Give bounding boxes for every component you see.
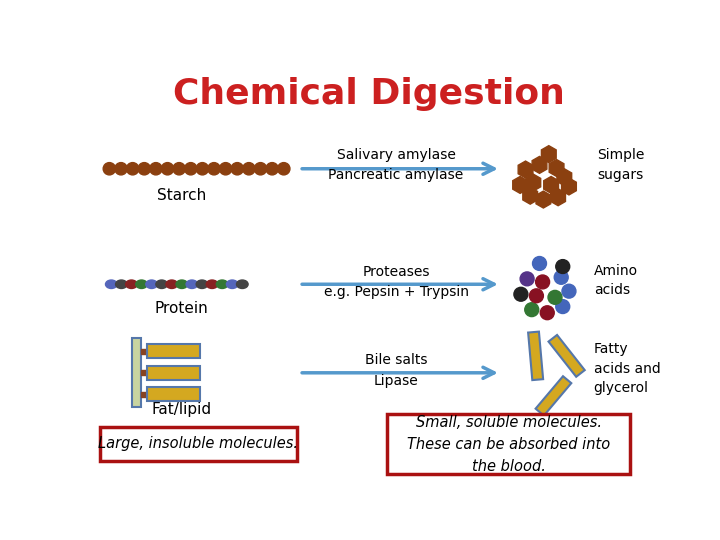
Text: Large, insoluble molecules.: Large, insoluble molecules.	[99, 436, 299, 451]
Ellipse shape	[216, 280, 228, 288]
Circle shape	[196, 163, 209, 175]
Text: Fatty
acids and
glycerol: Fatty acids and glycerol	[594, 342, 660, 395]
Text: Bile salts: Bile salts	[365, 354, 428, 368]
Ellipse shape	[136, 280, 148, 288]
Text: Pancreatic amylase: Pancreatic amylase	[328, 168, 464, 182]
Circle shape	[138, 163, 150, 175]
Text: Salivary amylase: Salivary amylase	[337, 148, 456, 162]
Text: Simple
sugars: Simple sugars	[597, 148, 644, 181]
Circle shape	[114, 163, 127, 175]
Bar	[141, 392, 148, 397]
Ellipse shape	[116, 280, 127, 288]
Circle shape	[266, 163, 279, 175]
Circle shape	[150, 163, 162, 175]
Text: Small, soluble molecules.
These can be absorbed into
the blood.: Small, soluble molecules. These can be a…	[407, 415, 610, 474]
FancyBboxPatch shape	[387, 414, 630, 475]
Circle shape	[254, 163, 266, 175]
Circle shape	[277, 163, 290, 175]
Circle shape	[161, 163, 174, 175]
Ellipse shape	[236, 280, 248, 288]
Ellipse shape	[196, 280, 208, 288]
Bar	[148, 366, 200, 380]
Ellipse shape	[166, 280, 178, 288]
Ellipse shape	[126, 280, 138, 288]
Bar	[141, 349, 148, 354]
Circle shape	[554, 271, 568, 284]
Circle shape	[520, 272, 534, 286]
Ellipse shape	[106, 280, 117, 288]
Circle shape	[220, 163, 232, 175]
Circle shape	[127, 163, 139, 175]
Circle shape	[556, 260, 570, 273]
Text: Amino
acids: Amino acids	[594, 264, 638, 297]
Bar	[141, 370, 148, 375]
Bar	[132, 338, 141, 408]
Text: Starch: Starch	[157, 188, 206, 203]
Circle shape	[103, 163, 116, 175]
Ellipse shape	[226, 280, 238, 288]
Circle shape	[548, 291, 562, 304]
Circle shape	[536, 275, 549, 289]
Bar	[528, 332, 543, 380]
Circle shape	[184, 163, 197, 175]
Text: Fat/lipid: Fat/lipid	[151, 402, 212, 417]
Bar	[549, 335, 585, 377]
Text: Protein: Protein	[155, 301, 208, 316]
Circle shape	[556, 300, 570, 314]
Bar	[148, 345, 200, 358]
FancyBboxPatch shape	[100, 427, 297, 461]
Circle shape	[525, 303, 539, 316]
Ellipse shape	[206, 280, 218, 288]
Circle shape	[173, 163, 185, 175]
Bar	[148, 387, 200, 401]
Circle shape	[562, 284, 576, 298]
Circle shape	[208, 163, 220, 175]
Circle shape	[540, 306, 554, 320]
Bar	[536, 376, 571, 416]
Ellipse shape	[145, 280, 158, 288]
Ellipse shape	[176, 280, 188, 288]
Text: Proteases: Proteases	[362, 265, 430, 279]
Ellipse shape	[186, 280, 198, 288]
Circle shape	[514, 287, 528, 301]
Text: Chemical Digestion: Chemical Digestion	[173, 77, 565, 111]
Circle shape	[243, 163, 255, 175]
Circle shape	[231, 163, 243, 175]
Text: Lipase: Lipase	[374, 374, 418, 388]
Circle shape	[529, 289, 544, 303]
Ellipse shape	[156, 280, 168, 288]
Circle shape	[533, 256, 546, 271]
Text: e.g. Pepsin + Trypsin: e.g. Pepsin + Trypsin	[323, 285, 469, 299]
